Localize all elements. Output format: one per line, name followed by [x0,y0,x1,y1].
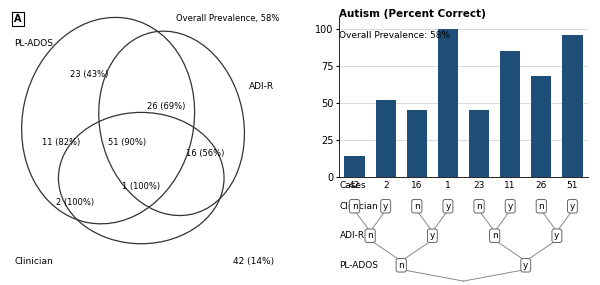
Text: Autism (Percent Correct): Autism (Percent Correct) [339,9,486,19]
Text: 16 (56%): 16 (56%) [185,149,224,158]
Text: 2: 2 [383,181,389,190]
Text: n: n [398,261,404,270]
Text: 23 (43%): 23 (43%) [70,70,108,79]
Text: 42 (14%): 42 (14%) [233,256,274,266]
Text: 51 (90%): 51 (90%) [109,138,146,147]
Text: 26: 26 [536,181,547,190]
Text: 11: 11 [505,181,516,190]
Bar [407,110,427,177]
Text: Overall Prevalence, 58%: Overall Prevalence, 58% [176,14,279,23]
Text: y: y [383,202,388,211]
Text: y: y [430,231,435,240]
Text: Clinician: Clinician [14,256,53,266]
Bar [438,29,458,177]
Bar [344,156,365,177]
Text: y: y [570,202,575,211]
Text: n: n [476,202,482,211]
Text: PL-ADOS: PL-ADOS [340,261,379,270]
Text: n: n [492,231,497,240]
Text: y: y [554,231,560,240]
Text: Cases: Cases [340,181,366,190]
Text: PL-ADOS: PL-ADOS [14,38,53,48]
Text: ADI-R: ADI-R [248,82,274,91]
Bar [562,35,583,177]
Text: y: y [445,202,451,211]
Text: 1 (100%): 1 (100%) [122,182,160,191]
Text: A: A [14,14,22,24]
Text: y: y [508,202,513,211]
Text: ADI-R: ADI-R [340,231,365,240]
Text: 2 (100%): 2 (100%) [56,198,94,207]
Bar [531,76,551,177]
Text: 16: 16 [411,181,422,190]
Text: n: n [367,231,373,240]
Text: Overall Prevalence: 58%: Overall Prevalence: 58% [339,31,450,40]
Text: 26 (69%): 26 (69%) [147,102,185,111]
Text: n: n [414,202,419,211]
Text: Clinician: Clinician [340,202,379,211]
Text: y: y [523,261,529,270]
Text: n: n [538,202,544,211]
Text: 23: 23 [473,181,485,190]
Text: 11 (82%): 11 (82%) [42,138,80,147]
Text: 1: 1 [445,181,451,190]
Bar [376,100,396,177]
Text: 51: 51 [566,181,578,190]
Bar [469,110,489,177]
Text: 42: 42 [349,181,360,190]
Bar [500,51,520,177]
Text: n: n [352,202,358,211]
